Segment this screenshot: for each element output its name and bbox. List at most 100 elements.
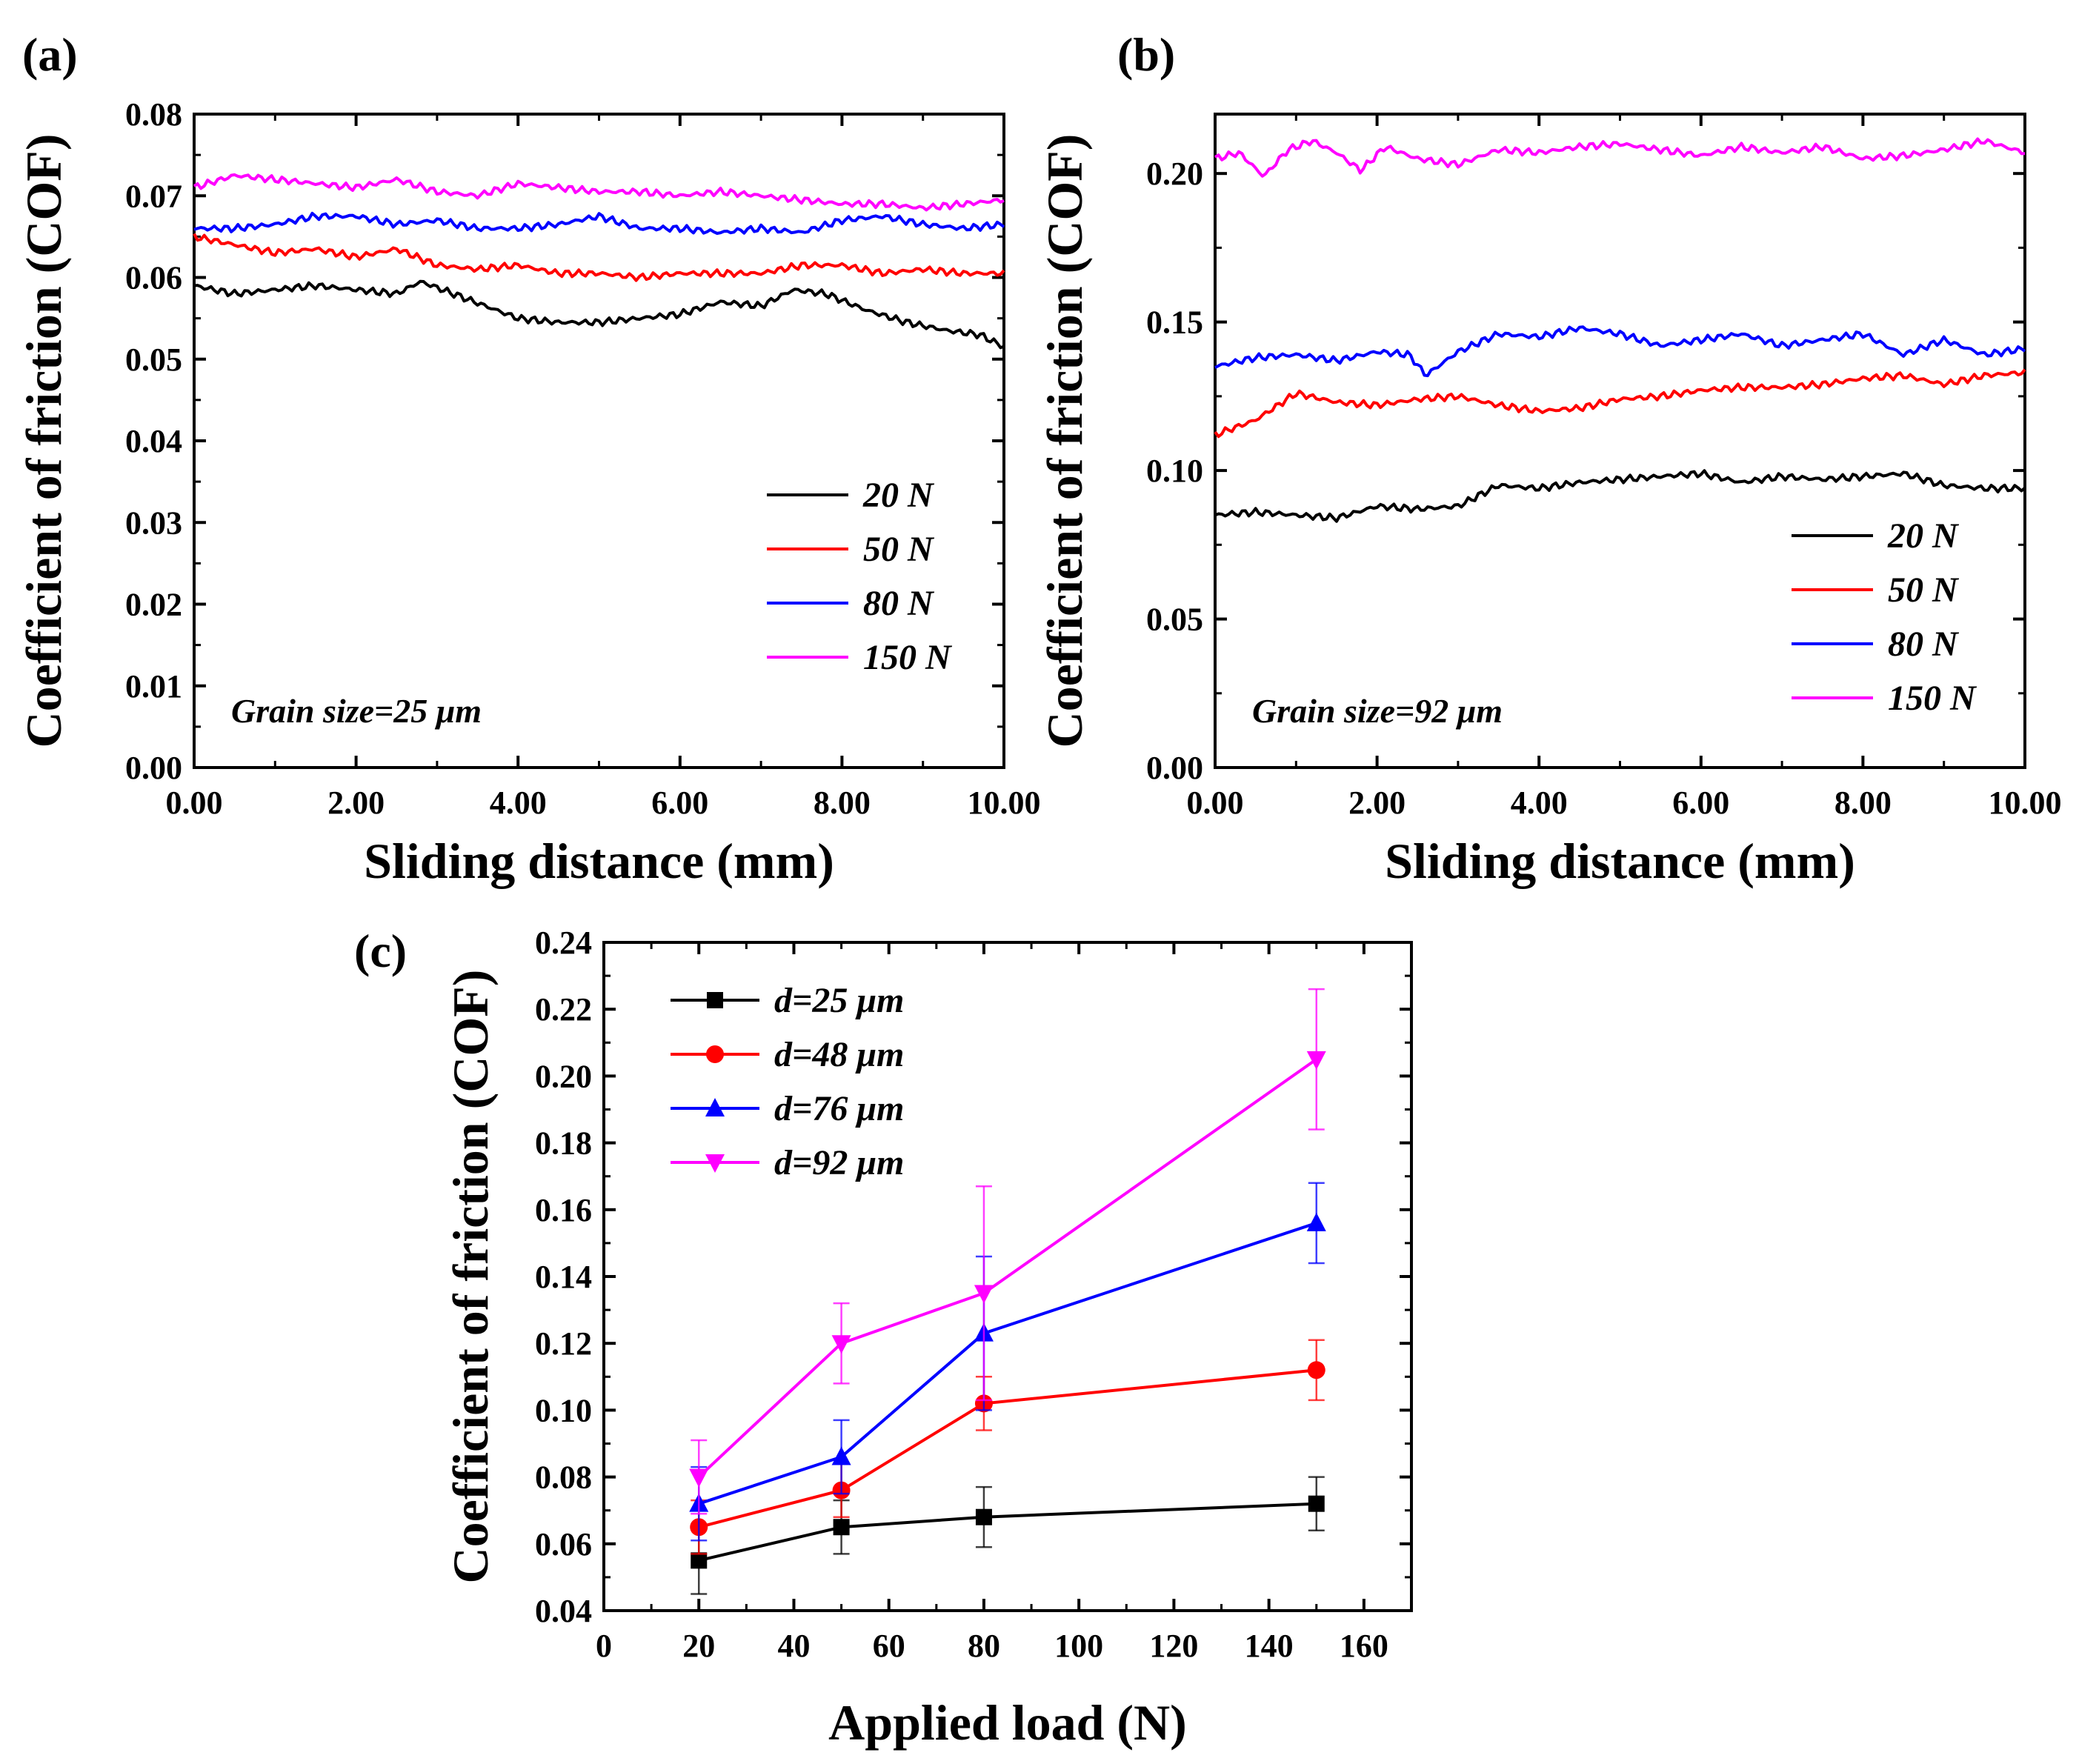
series-20-n: [1214, 469, 2026, 523]
series-d-76-m: [689, 1182, 1326, 1542]
series-50-n: [193, 233, 1005, 282]
y-tick-label: 0.06: [125, 260, 182, 296]
x-tick-label: 6.00: [651, 785, 708, 821]
y-tick-label: 0.10: [535, 1392, 592, 1428]
y-tick-label: 0.00: [125, 750, 182, 786]
y-tick-label: 0.22: [535, 991, 592, 1028]
x-tick-label: 20: [682, 1628, 715, 1664]
legend-label: d=25 μm: [774, 981, 904, 1020]
legend-label: 150 N: [1888, 679, 1977, 718]
x-tick-label: 4.00: [490, 785, 547, 821]
series-line: [193, 279, 1005, 350]
y-tick-label: 0.12: [535, 1325, 592, 1362]
panel-letter: (c): [354, 925, 407, 977]
series-line: [193, 211, 1005, 235]
x-tick-label: 8.00: [814, 785, 871, 821]
y-tick-label: 0.14: [535, 1259, 592, 1295]
x-tick-label: 160: [1340, 1628, 1388, 1664]
series-line: [1214, 137, 2026, 178]
y-tick-label: 0.20: [535, 1058, 592, 1094]
series-d-48-m: [690, 1339, 1325, 1555]
legend: 20 N 50 N 80 N 150 N: [1792, 516, 1977, 718]
x-tick-label: 4.00: [1511, 785, 1568, 821]
legend-label: 20 N: [862, 476, 935, 515]
marker-triangle-down: [974, 1285, 994, 1304]
series-150-n: [1214, 137, 2026, 178]
x-axis-title: Sliding distance (mm): [1385, 833, 1855, 889]
grain-size-annotation: Grain size=92 μm: [1252, 692, 1503, 730]
series-line: [1214, 325, 2026, 378]
y-tick-label: 0.07: [125, 178, 182, 214]
y-tick-label: 0.05: [1146, 602, 1203, 638]
y-axis-title: Coefficient of friction (COF): [442, 970, 499, 1584]
legend-label: 50 N: [863, 530, 935, 569]
x-tick-label: 100: [1054, 1628, 1103, 1664]
series-line: [697, 1058, 1317, 1479]
marker-triangle-up: [705, 1098, 725, 1116]
series-50-n: [1214, 368, 2026, 439]
y-axis-title: Coefficient of friction (COF): [1037, 134, 1093, 748]
x-tick-label: 40: [777, 1628, 810, 1664]
legend-label: d=92 μm: [774, 1143, 904, 1182]
x-tick-label: 8.00: [1834, 785, 1892, 821]
x-tick-label: 60: [873, 1628, 905, 1664]
marker-triangle-up: [831, 1446, 851, 1465]
marker-triangle-down: [831, 1335, 851, 1354]
x-tick-label: 0: [596, 1628, 612, 1664]
series-20-n: [193, 279, 1005, 350]
series-line: [698, 1221, 1317, 1505]
legend-label: 20 N: [1887, 516, 1960, 556]
chart-panel-2: (b) 0.00 0.05 0.10 0.15 0.20 0.00 2.00 4.00 6.00 8…: [1037, 28, 2062, 889]
x-tick-label: 80: [968, 1628, 1000, 1664]
y-tick-label: 0.24: [535, 925, 592, 961]
x-tick-label: 10.00: [1989, 785, 2062, 821]
legend: 20 N 50 N 80 N 150 N: [767, 476, 953, 677]
legend-label: d=48 μm: [774, 1035, 904, 1074]
series-line: [1214, 368, 2026, 439]
x-axis-title: Sliding distance (mm): [364, 833, 834, 889]
legend: d=25 μm d=48 μm d=76 μm d=92 μm: [671, 981, 904, 1182]
marker-square: [707, 992, 723, 1008]
series-150-n: [193, 173, 1005, 212]
legend-label: 80 N: [1888, 625, 1960, 664]
x-tick-label: 6.00: [1672, 785, 1729, 821]
series-line: [1214, 469, 2026, 523]
y-tick-label: 0.20: [1146, 156, 1203, 192]
legend-label: 50 N: [1888, 570, 1960, 610]
y-axis-title: Coefficient of friction (COF): [16, 134, 72, 748]
x-tick-label: 0.00: [166, 785, 223, 821]
legend-label: d=76 μm: [774, 1089, 904, 1128]
y-tick-label: 0.08: [125, 96, 182, 133]
x-tick-label: 0.00: [1187, 785, 1244, 821]
marker-circle: [1307, 1361, 1325, 1379]
series-d-92-m: [689, 988, 1326, 1515]
panel-letter: (b): [1117, 28, 1175, 81]
x-tick-label: 120: [1149, 1628, 1198, 1664]
y-tick-label: 0.06: [535, 1526, 592, 1562]
series-d-25-m: [691, 1476, 1325, 1595]
plot-frame: [1214, 113, 2026, 769]
x-tick-label: 2.00: [1348, 785, 1406, 821]
chart-panel-1: (a) 0.00 0.01 0.02 0.03 0.04 0.05 0.06 0.07 0.08 0…: [16, 28, 1041, 889]
y-tick-label: 0.04: [125, 423, 182, 459]
x-axis-title: Applied load (N): [828, 1694, 1187, 1751]
marker-triangle-down: [705, 1154, 725, 1173]
marker-square: [975, 1508, 992, 1525]
y-tick-label: 0.16: [535, 1192, 592, 1228]
legend-label: 150 N: [863, 638, 953, 677]
y-tick-label: 0.02: [125, 587, 182, 623]
y-tick-label: 0.03: [125, 505, 182, 541]
grain-size-annotation: Grain size=25 μm: [231, 692, 482, 730]
marker-triangle-down: [689, 1468, 709, 1488]
series-line: [698, 1368, 1317, 1529]
series-line: [193, 233, 1005, 282]
series-80-n: [193, 211, 1005, 235]
x-tick-label: 10.00: [968, 785, 1041, 821]
y-tick-label: 0.05: [125, 342, 182, 378]
marker-square: [1308, 1495, 1325, 1512]
legend-label: 80 N: [863, 584, 935, 623]
y-tick-label: 0.08: [535, 1460, 592, 1496]
y-tick-label: 0.15: [1146, 304, 1203, 341]
y-tick-label: 0.01: [125, 668, 182, 705]
